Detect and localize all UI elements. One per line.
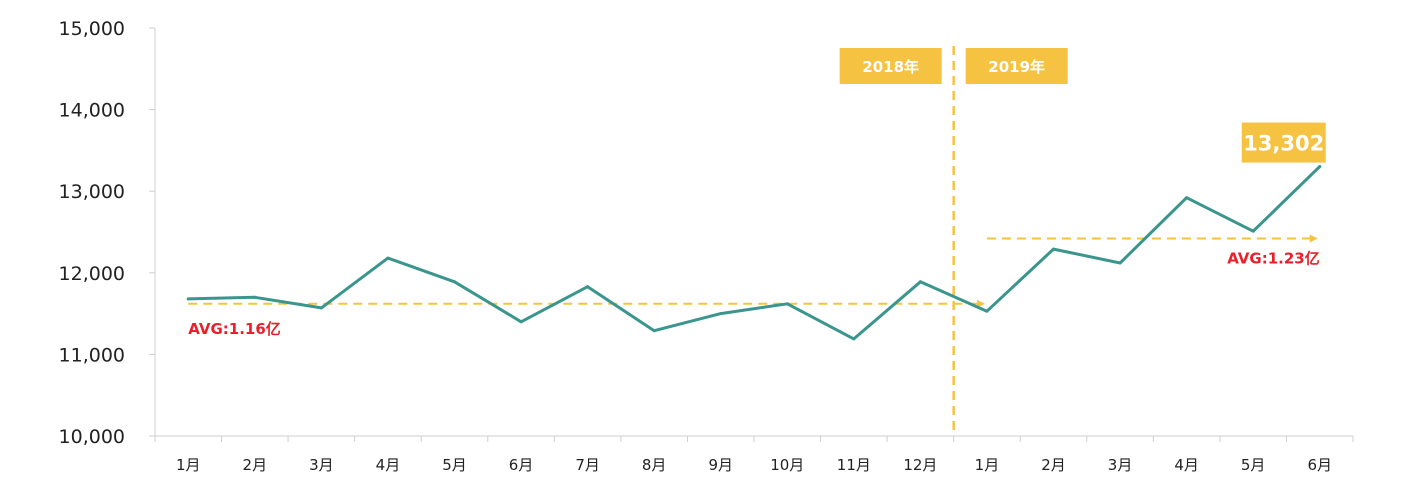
average-label: AVG:1.16亿 [188,320,281,338]
data-point [386,256,390,260]
axes: 10,000 11,000 12,000 13,000 14,000 15,000 1月 2月… [59,18,1354,474]
x-tick-label: 11月 [837,456,871,474]
data-point [186,297,190,301]
year-label: 2018年 [862,58,919,76]
x-tick-label: 6月 [509,456,534,474]
x-tick-label: 2月 [1041,456,1066,474]
data-point [1251,229,1255,233]
x-tick-label: 6月 [1307,456,1332,474]
data-point [453,280,456,284]
data-point [785,302,789,306]
end-value-box [1241,122,1326,163]
x-tick-label: 9月 [708,456,733,474]
data-point [719,312,723,316]
y-tick-label: 13,000 [59,181,125,203]
series-line [186,165,1322,341]
y-tick-label: 14,000 [59,100,125,122]
year-label-box [839,48,942,84]
x-tick-label: 5月 [1241,456,1266,474]
x-tick-label: 8月 [642,456,667,474]
x-tick-label: 2月 [243,456,268,474]
y-tick-label: 10,000 [59,426,125,448]
x-tick-label: 4月 [376,456,401,474]
data-point [852,337,856,341]
data-point [1052,247,1055,251]
x-tick-label: 1月 [176,456,201,474]
y-tick-label: 15,000 [59,18,125,40]
data-series [186,165,1322,341]
x-tick-label: 5月 [442,456,467,474]
y-tick-label: 12,000 [59,263,125,285]
reference-lines [188,46,1318,436]
data-point [652,329,656,333]
data-point [1185,196,1189,200]
data-point [519,320,523,324]
end-value-label: 13,302 [1243,132,1324,156]
data-point [918,280,922,284]
y-tick-label: 11,000 [59,344,125,366]
data-point [1118,261,1122,265]
annotations: 2018年 2019年 AVG:1.16亿 AVG:1.23亿 13,302 [188,48,1326,338]
average-label: AVG:1.23亿 [1227,250,1320,268]
x-tick-label: 1月 [975,456,1000,474]
x-tick-label: 12月 [903,456,937,474]
x-tick-label: 3月 [309,456,334,474]
x-tick-label: 3月 [1108,456,1133,474]
x-tick-label: 4月 [1174,456,1199,474]
year-label: 2019年 [988,58,1045,76]
data-point [586,285,590,289]
data-point [253,295,257,299]
data-point [319,306,323,310]
x-tick-label: 10月 [770,456,804,474]
data-point [985,309,989,313]
year-label-box [965,48,1068,84]
data-point [1318,165,1322,169]
x-tick-label: 7月 [575,456,600,474]
